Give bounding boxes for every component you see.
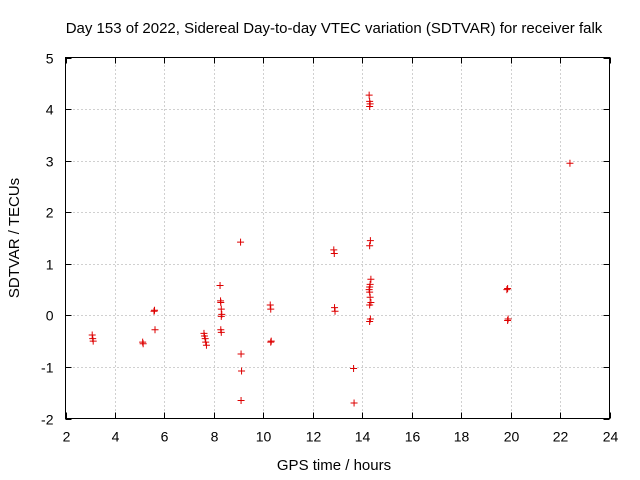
data-point [217,298,225,306]
x-tick-label: 16 [405,429,421,445]
plus-marker-icon [217,328,225,336]
plus-marker-icon [350,399,358,407]
plus-marker-icon [566,159,574,167]
data-point [217,312,225,320]
plus-marker-icon [365,91,373,99]
data-points [88,91,574,407]
data-point [504,317,512,325]
plus-marker-icon [267,305,275,313]
plus-marker-icon [217,298,225,306]
data-point [139,340,147,348]
data-point [330,249,338,257]
plus-marker-icon [366,318,374,326]
axis-ticks [65,57,611,420]
y-tick-label: 3 [46,154,54,170]
plus-marker-icon [366,301,374,309]
x-tick-label: 18 [454,429,470,445]
x-tick-label: 4 [112,429,120,445]
plus-marker-icon [216,281,224,289]
plus-marker-icon [367,275,375,283]
plus-marker-icon [267,338,275,346]
data-point [216,281,224,289]
data-point [217,328,225,336]
data-point [366,242,374,250]
plus-marker-icon [202,341,210,349]
plus-marker-icon [504,317,512,325]
x-tick-label: 2 [63,429,71,445]
y-tick-label: -1 [41,360,54,376]
plus-marker-icon [350,364,358,372]
x-tick-label: 6 [161,429,169,445]
data-point [331,307,339,315]
plus-marker-icon [139,340,147,348]
y-tick-labels: -2 -1 0 1 2 3 4 5 [41,51,54,428]
data-point [267,305,275,313]
y-axis-label: SDTVAR / TECUs [6,178,23,298]
data-point [267,338,275,346]
y-tick-label: -2 [41,412,54,428]
y-tick-label: 1 [46,257,54,273]
data-point [366,318,374,326]
data-point [202,338,210,346]
x-axis-label: GPS time / hours [277,457,391,474]
y-tick-label: 0 [46,308,54,324]
data-point [367,275,375,283]
data-point [365,91,373,99]
y-tick-label: 2 [46,205,54,221]
plot-frame [65,57,610,419]
data-point [238,367,246,375]
data-point [350,364,358,372]
data-point [366,293,374,301]
data-point [89,337,97,345]
plus-marker-icon [366,293,374,301]
x-tick-label: 10 [256,429,272,445]
y-tick-label: 5 [46,51,54,67]
plus-marker-icon [366,237,374,245]
plus-marker-icon [237,238,245,246]
plus-marker-icon [366,102,374,110]
data-point [566,159,574,167]
x-tick-label: 22 [553,429,569,445]
x-tick-label: 12 [306,429,322,445]
grid-lines [65,57,610,419]
data-point [366,102,374,110]
plus-marker-icon [151,306,159,314]
data-point [151,326,159,334]
data-point [237,396,245,404]
plus-marker-icon [151,326,159,334]
x-tick-label: 14 [355,429,371,445]
data-point [237,238,245,246]
x-tick-labels: 2 4 6 8 10 12 14 16 18 20 22 24 [63,429,619,445]
y-tick-label: 4 [46,102,54,118]
x-tick-label: 20 [504,429,520,445]
plus-marker-icon [202,338,210,346]
chart-title: Day 153 of 2022, Sidereal Day-to-day VTE… [66,20,603,37]
data-point [350,399,358,407]
plus-marker-icon [217,312,225,320]
data-point [503,286,511,294]
x-tick-label: 24 [603,429,619,445]
data-point [366,301,374,309]
data-point [504,285,512,293]
data-point [202,341,210,349]
plus-marker-icon [237,350,245,358]
plus-marker-icon [503,286,511,294]
plus-marker-icon [330,249,338,257]
plus-marker-icon [89,337,97,345]
data-point [366,237,374,245]
plus-marker-icon [238,367,246,375]
x-tick-label: 8 [211,429,219,445]
plus-marker-icon [331,307,339,315]
data-point [151,306,159,314]
data-point [237,350,245,358]
plus-marker-icon [366,242,374,250]
plus-marker-icon [237,396,245,404]
plus-marker-icon [504,285,512,293]
